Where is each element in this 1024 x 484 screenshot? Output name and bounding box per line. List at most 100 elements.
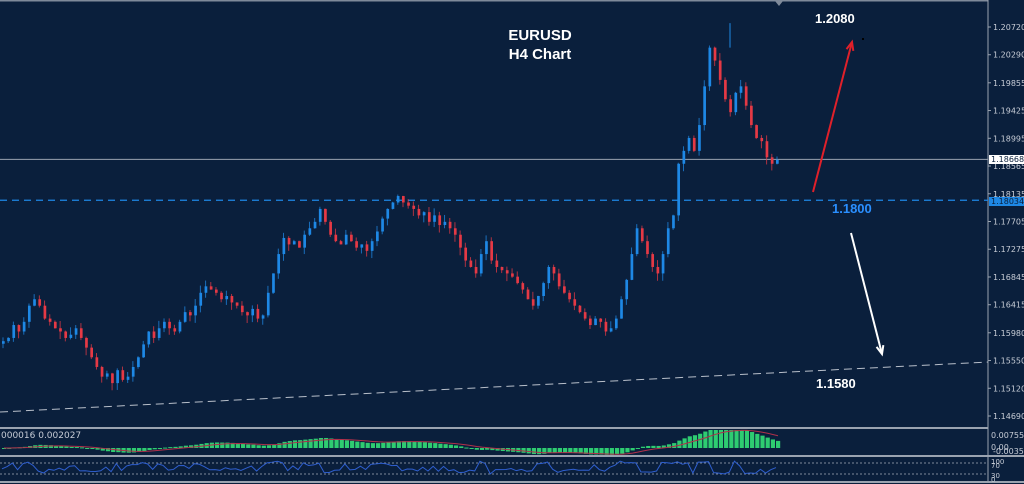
candle-body: [152, 331, 156, 338]
macd-histogram-bar: [760, 435, 765, 448]
candle-body: [272, 273, 275, 293]
chart-top-border: [0, 0, 988, 2]
candle-body: [651, 254, 655, 267]
macd-histogram-bar: [630, 448, 635, 451]
marker-dot: [862, 38, 864, 40]
macd-histogram-bar: [765, 437, 770, 448]
support-trendline[interactable]: [0, 361, 989, 413]
macd-histogram-bar: [157, 448, 163, 449]
macd-histogram-bar: [469, 448, 474, 449]
osc-axis-0: 0: [991, 476, 996, 484]
candle-body: [308, 228, 312, 235]
macd-histogram-bar: [168, 447, 173, 449]
candle-body: [235, 302, 239, 306]
price-axis-label: 1.15120: [993, 384, 1024, 393]
candle-body: [396, 196, 400, 203]
candle-body: [490, 241, 493, 261]
candle-body: [656, 266, 660, 274]
arrow-up-icon: [845, 39, 855, 52]
candle-body: [739, 86, 743, 93]
macd-histogram-bar: [640, 446, 646, 448]
candle-body: [718, 60, 722, 80]
candle-body: [620, 299, 623, 319]
pivot-level-label: 1.1800: [832, 201, 872, 216]
macd-histogram-bar: [750, 432, 755, 448]
macd-histogram-bar: [521, 448, 526, 453]
candle-body: [318, 208, 322, 222]
candle-body: [225, 296, 229, 300]
candle-body: [121, 370, 125, 380]
current-price-tag: 1.18668: [989, 155, 1024, 164]
macd-values-label: 000016 0.002027: [1, 431, 82, 441]
macd-histogram-bar: [609, 448, 614, 455]
bottom-border: [0, 481, 1024, 483]
candle-body: [573, 299, 577, 306]
macd-axis-top: 0.007557: [991, 431, 1024, 440]
candle-body: [261, 315, 265, 319]
macd-histogram-bar: [407, 441, 412, 448]
candle-body: [630, 254, 634, 280]
candle-body: [246, 312, 249, 316]
candle-body: [459, 234, 462, 248]
candle-body: [339, 241, 343, 245]
candle-body: [214, 289, 218, 293]
candle-body: [776, 159, 779, 164]
price-axis-label: 1.18565: [993, 162, 1024, 171]
macd-histogram-bar: [459, 446, 464, 448]
candle-body: [511, 273, 514, 277]
candle-body: [521, 283, 525, 290]
macd-histogram-bar: [734, 430, 739, 448]
candle-body: [578, 305, 582, 313]
macd-histogram-bar: [292, 440, 298, 448]
macd-histogram-bar: [573, 448, 578, 454]
macd-axis-zero: 0.00: [991, 443, 1009, 452]
macd-histogram-bar: [261, 445, 266, 448]
candle-body: [95, 357, 99, 367]
candle-body: [516, 276, 519, 284]
macd-histogram-bar: [69, 446, 74, 448]
candle-body: [157, 328, 161, 338]
macd-histogram-bar: [90, 448, 95, 449]
candle-body: [479, 254, 483, 274]
macd-histogram-bar: [672, 443, 677, 448]
macd-histogram-bar: [74, 447, 79, 449]
candle-body: [365, 244, 369, 251]
candle-body: [703, 86, 706, 126]
candle-body: [453, 228, 457, 235]
macd-histogram-bar: [495, 448, 500, 451]
candle-body: [760, 137, 764, 142]
macd-histogram-bar: [339, 439, 344, 448]
chart-title-timeframe: H4 Chart: [508, 46, 572, 63]
macd-histogram-bar: [105, 448, 111, 452]
candle-body: [199, 292, 203, 306]
candle-body: [147, 331, 151, 345]
candle-body: [105, 373, 109, 377]
macd-histogram-bar: [329, 438, 334, 448]
candle-body: [137, 357, 140, 367]
macd-histogram-bar: [131, 448, 137, 453]
macd-histogram-bar: [729, 430, 734, 448]
macd-histogram-bar: [646, 445, 651, 448]
macd-histogram-bar: [298, 440, 303, 448]
candle-body: [583, 312, 587, 319]
macd-histogram-bar: [147, 448, 152, 450]
macd-histogram-bar: [225, 442, 230, 448]
macd-histogram-bar: [443, 444, 448, 448]
candle-body: [729, 99, 732, 113]
macd-histogram-bar: [438, 443, 443, 448]
candle-body: [12, 325, 16, 338]
macd-histogram-bar: [703, 431, 708, 448]
candle-body: [505, 270, 509, 274]
osc-axis-70: 70: [991, 462, 1000, 470]
macd-histogram-bar: [594, 448, 599, 455]
candle-body: [173, 328, 177, 332]
candle-body: [568, 292, 571, 300]
candle-body: [614, 318, 618, 329]
price-axis-label: 1.19855: [993, 79, 1024, 88]
macd-histogram-bar: [776, 440, 781, 448]
macd-histogram-bar: [557, 448, 563, 453]
macd-histogram-bar: [126, 448, 131, 453]
macd-histogram-bar: [360, 442, 365, 448]
